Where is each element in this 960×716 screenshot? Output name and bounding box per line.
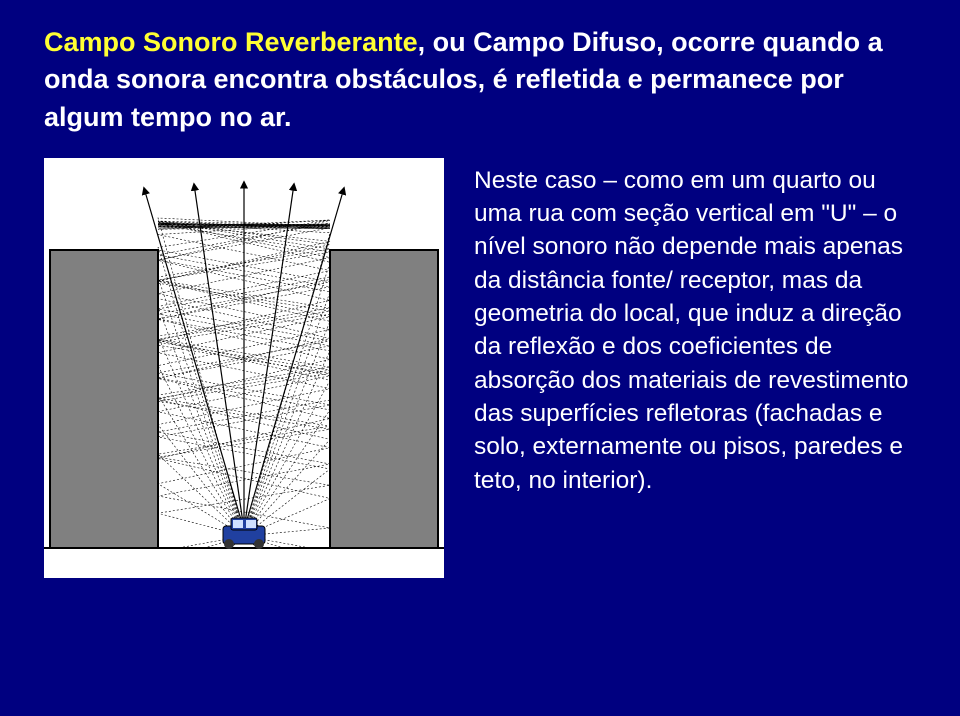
highlight-term: Campo Sonoro Reverberante (44, 27, 418, 57)
slide-title: Campo Sonoro Reverberante, ou Campo Difu… (44, 24, 916, 136)
content-row: Neste caso – como em um quarto ou uma ru… (44, 158, 916, 578)
diagram (44, 158, 444, 578)
reverberation-diagram (44, 158, 444, 578)
description-text: Neste caso – como em um quarto ou uma ru… (474, 158, 916, 497)
